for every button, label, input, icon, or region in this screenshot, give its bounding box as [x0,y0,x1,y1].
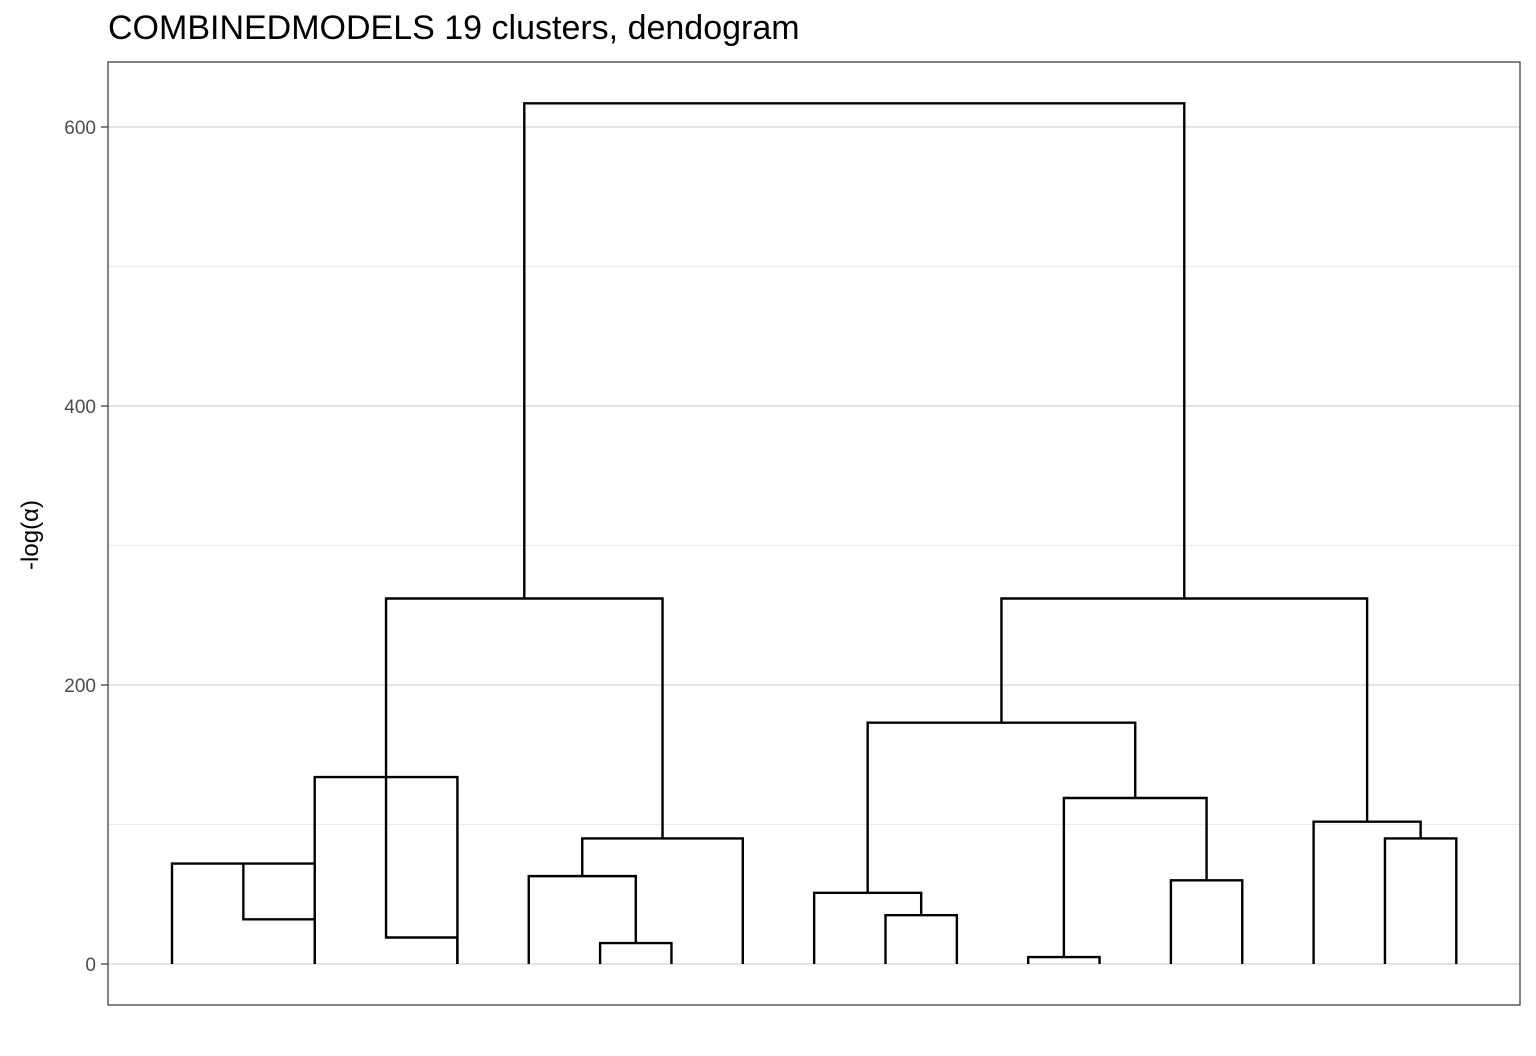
y-axis: 0 200 400 600 [64,118,108,976]
dendrogram-link [523,102,1186,599]
plot-panel [108,62,1520,1005]
dendrogram-links [170,102,1458,964]
y-tick-label: 600 [64,118,96,139]
plot-border [107,61,1521,1006]
chart-title: COMBINEDMODELS 19 clusters, dendogram [108,9,800,47]
y-tick-label: 0 [85,955,96,976]
y-axis-label: -log(α) [17,500,44,570]
y-tick-label: 400 [64,397,96,418]
y-tick-label: 200 [64,676,96,697]
